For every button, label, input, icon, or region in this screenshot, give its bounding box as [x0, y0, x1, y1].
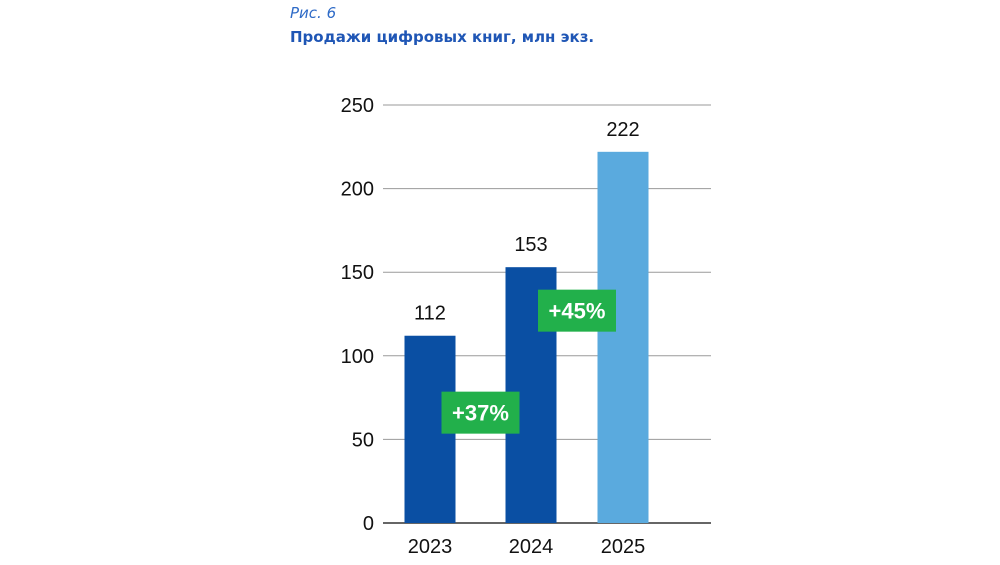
- x-tick-label-2024: 2024: [509, 536, 554, 558]
- y-tick-label: 100: [341, 346, 374, 368]
- x-tick-label-2023: 2023: [408, 536, 453, 558]
- bar-2025: [597, 151, 649, 524]
- y-tick-label: 200: [341, 179, 374, 201]
- growth-badge-text-2: +45%: [549, 299, 606, 324]
- growth-badge-1: [441, 391, 520, 434]
- y-tick-label: 0: [363, 513, 374, 535]
- data-label-2023: 112: [414, 303, 446, 325]
- y-tick-label: 250: [341, 95, 374, 117]
- data-label-2025: 222: [606, 119, 639, 141]
- growth-badge-2: [538, 289, 616, 332]
- chart-title: Продажи цифровых книг, млн экз.: [290, 28, 595, 46]
- figure-label: Рис. 6: [290, 4, 337, 22]
- data-label-2024: 153: [514, 234, 547, 256]
- y-tick-label: 50: [352, 429, 374, 451]
- y-tick-label: 150: [341, 262, 374, 284]
- x-tick-label-2025: 2025: [601, 536, 646, 558]
- growth-badge-text-1: +37%: [452, 401, 509, 426]
